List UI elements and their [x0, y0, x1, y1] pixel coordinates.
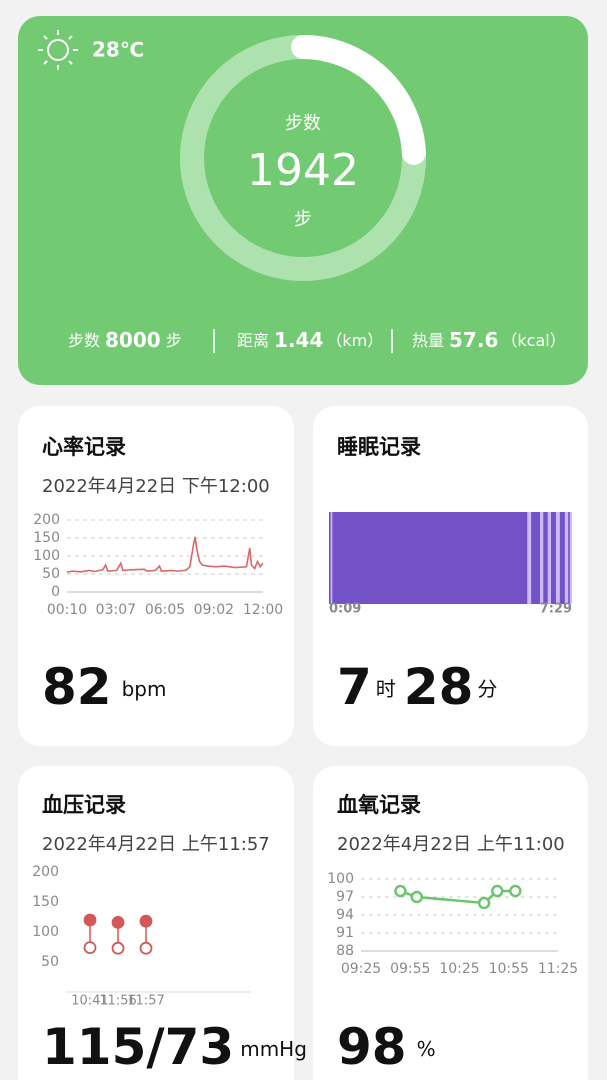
x-tick-label: 0:09: [329, 602, 361, 617]
steps-value: 1942: [247, 145, 359, 196]
x-tick-label: 10:25: [439, 961, 479, 977]
y-tick-label: 200: [33, 512, 60, 528]
bp-point: [83, 913, 97, 927]
reading-unit: mmHg: [240, 1037, 307, 1061]
stat: 热量 57.6 （kcal）: [412, 328, 566, 352]
x-tick-label: 7:29: [540, 602, 572, 617]
x-tick-label: 11:56: [99, 994, 136, 1009]
stat-value: 57.6: [449, 328, 498, 352]
stat-unit: （kcal）: [501, 331, 565, 350]
reading-unit: bpm: [122, 677, 167, 701]
x-tick-label: 12:00: [243, 602, 283, 618]
stat: 步数 8000 步: [68, 328, 182, 352]
sleep-segment: [539, 512, 544, 604]
card-date: 2022年4月22日 上午11:57: [42, 834, 270, 855]
x-tick-label: 09:55: [390, 961, 430, 977]
x-tick-label: 00:10: [47, 602, 87, 618]
data-point: [394, 884, 407, 898]
data-point: [509, 884, 522, 898]
card-date: 2022年4月22日 下午12:00: [42, 476, 270, 497]
temperature: 28℃: [92, 38, 144, 62]
reading: 82 bpm: [42, 658, 166, 716]
data-point: [410, 890, 424, 904]
reading-value: 115/73: [42, 1018, 234, 1076]
stat: 距离 1.44 （km）: [237, 328, 383, 352]
x-tick-label: 06:05: [145, 602, 185, 618]
sleep-bar: [329, 512, 572, 604]
y-tick-label: 200: [32, 864, 59, 880]
bp-point: [139, 914, 153, 928]
steps-label: 步数: [285, 113, 321, 134]
bp-point: [139, 941, 153, 955]
card-date: 2022年4月22日 上午11:00: [337, 834, 565, 855]
y-tick-label: 100: [327, 871, 354, 887]
y-tick-label: 91: [336, 925, 354, 941]
reading: 115/73 mmHg: [42, 1018, 307, 1076]
reading-unit: 时: [376, 677, 396, 701]
x-tick-label: 11:57: [127, 994, 164, 1009]
data-point: [491, 884, 504, 898]
reading-unit: %: [417, 1037, 436, 1061]
y-tick-label: 50: [42, 566, 60, 582]
stat-unit: （km）: [326, 331, 383, 350]
bp-point: [111, 941, 125, 955]
card-title: 心率记录: [42, 435, 126, 459]
sleep-segment: [564, 512, 569, 604]
y-tick-label: 100: [32, 924, 59, 940]
sun-icon: [38, 30, 78, 70]
y-tick-label: 94: [336, 907, 354, 923]
y-tick-label: 150: [33, 530, 60, 546]
sleep-segment: [330, 512, 333, 604]
bp-point: [111, 916, 125, 929]
stat-label: 步数: [68, 331, 100, 350]
bp-point: [83, 941, 97, 954]
y-tick-label: 50: [41, 954, 59, 970]
data-point: [477, 896, 491, 910]
sleep-segment: [569, 512, 572, 604]
steps-unit: 步: [294, 209, 312, 230]
stat-value: 1.44: [274, 328, 323, 352]
x-tick-label: 09:25: [341, 961, 381, 977]
reading-unit: 分: [477, 677, 497, 701]
x-tick-label: 11:25: [538, 961, 578, 977]
card-title: 血氧记录: [337, 793, 421, 817]
sleep-segment: [547, 512, 552, 604]
reading: 7 时 28 分: [337, 658, 497, 716]
x-tick-label: 03:07: [96, 602, 136, 618]
y-tick-label: 150: [32, 894, 59, 910]
stat-label: 距离: [237, 331, 269, 350]
reading-hours: 7: [337, 658, 372, 716]
bp-card[interactable]: [18, 766, 294, 1080]
stat-label: 热量: [412, 331, 444, 350]
reading-value: 82: [42, 658, 112, 716]
card-title: 睡眠记录: [337, 435, 421, 459]
y-tick-label: 88: [336, 943, 354, 959]
sleep-segment: [527, 512, 532, 604]
steps-card: [18, 16, 588, 385]
data-line: [66, 536, 264, 573]
x-tick-label: 10:41: [71, 994, 108, 1009]
sleep-segment: [555, 512, 560, 604]
reading-value: 98: [337, 1018, 407, 1076]
stat-unit: 步: [166, 331, 182, 350]
x-tick-label: 09:02: [194, 602, 234, 618]
reading: 98%: [337, 1018, 436, 1076]
heart-card[interactable]: [18, 406, 294, 746]
spo2-card[interactable]: [313, 766, 588, 1080]
y-tick-label: 100: [33, 548, 60, 564]
y-tick-label: 0: [51, 584, 60, 600]
reading-minutes: 28: [404, 658, 474, 716]
stat-value: 8000: [105, 328, 161, 352]
y-tick-label: 97: [336, 889, 354, 905]
x-tick-label: 10:55: [489, 961, 529, 977]
card-title: 血压记录: [42, 793, 126, 817]
ring-progress: [291, 35, 426, 165]
